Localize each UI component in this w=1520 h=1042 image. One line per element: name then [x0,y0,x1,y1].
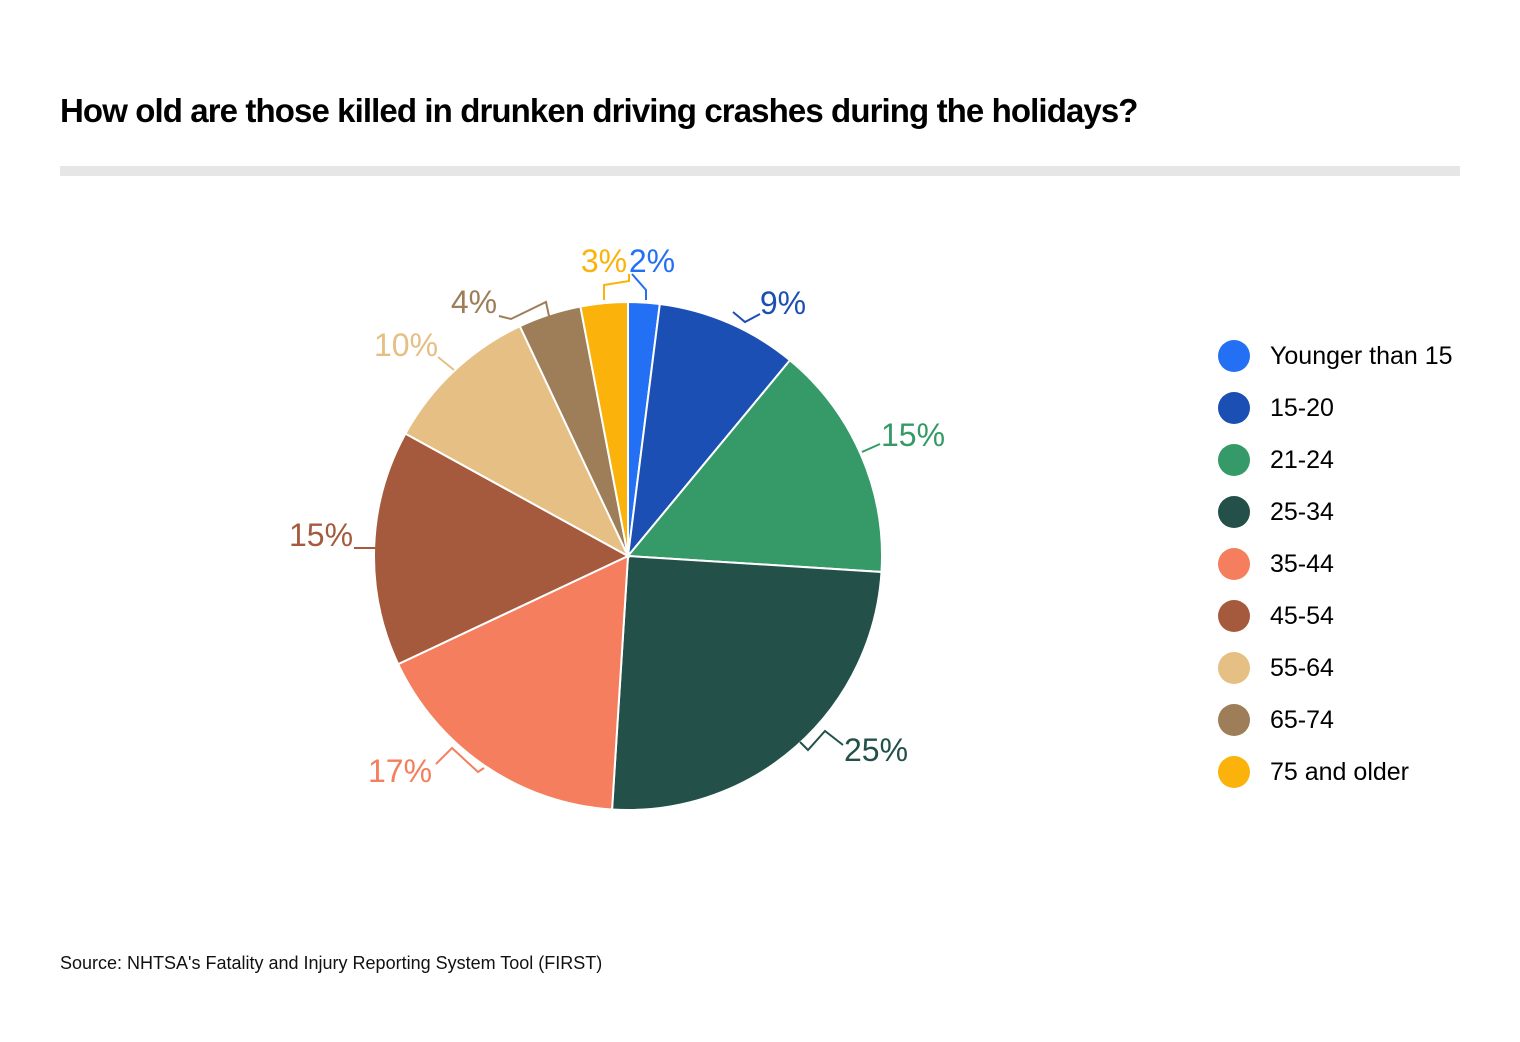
slice-labels: 2% 9% 15% 25% 17% 15% 10% 4% 3% [289,243,945,789]
label-leader-line [435,746,485,774]
legend-swatch-icon [1218,392,1250,424]
legend-swatch-icon [1218,444,1250,476]
label-leader-line [498,300,550,321]
chart-title: How old are those killed in drunken driv… [60,92,1138,129]
legend-swatch-icon [1218,756,1250,788]
legend-label: 75 and older [1270,757,1410,786]
legend-item: 75 and older [1218,746,1453,798]
label-leaders [354,273,881,774]
pie-slice-21-24 [625,358,883,574]
legend-swatch-icon [1218,704,1250,736]
legend: Younger than 15 15-20 21-24 25-34 35-44 … [1218,330,1453,798]
legend-label: 21-24 [1270,445,1334,474]
pie-slice-75-and-older [579,300,629,557]
legend-item: 45-54 [1218,590,1453,642]
slice-percent-label: 15% [289,517,353,553]
legend-label: 35-44 [1270,549,1334,578]
legend-item: 35-44 [1218,538,1453,590]
pie-slice-55-64 [404,324,631,559]
legend-item: 55-64 [1218,642,1453,694]
label-leader-line [437,356,455,371]
label-leader-line [861,443,881,453]
pie-slice-15-20 [626,302,792,560]
slice-percent-label: 9% [760,285,806,321]
slice-percent-label: 2% [629,243,675,279]
legend-label: 65-74 [1270,705,1334,734]
source-note: Source: NHTSA's Fatality and Injury Repo… [60,953,603,973]
pie-slices [373,300,883,811]
slice-percent-label: 3% [581,243,627,279]
legend-label: 45-54 [1270,601,1334,630]
legend-item: Younger than 15 [1218,330,1453,382]
slice-percent-label: 25% [844,732,908,768]
label-leader-line [631,273,647,300]
title-divider [60,166,1460,176]
legend-swatch-icon [1218,548,1250,580]
legend-item: 65-74 [1218,694,1453,746]
legend-item: 15-20 [1218,382,1453,434]
legend-label: 25-34 [1270,497,1334,526]
legend-item: 21-24 [1218,434,1453,486]
slice-percent-label: 10% [374,327,438,363]
legend-swatch-icon [1218,340,1250,372]
legend-label: 55-64 [1270,653,1334,682]
legend-item: 25-34 [1218,486,1453,538]
pie-slice-35-44 [396,554,630,811]
label-leader-line [799,729,844,752]
label-leader-line [603,274,630,300]
pie-slice-25-34 [610,554,883,811]
legend-swatch-icon [1218,600,1250,632]
slice-percent-label: 17% [368,753,432,789]
legend-label: Younger than 15 [1270,341,1453,370]
label-leader-line [732,311,761,324]
legend-swatch-icon [1218,496,1250,528]
slice-percent-label: 4% [451,284,497,320]
legend-label: 15-20 [1270,393,1334,422]
slice-percent-label: 15% [881,417,945,453]
legend-swatch-icon [1218,652,1250,684]
